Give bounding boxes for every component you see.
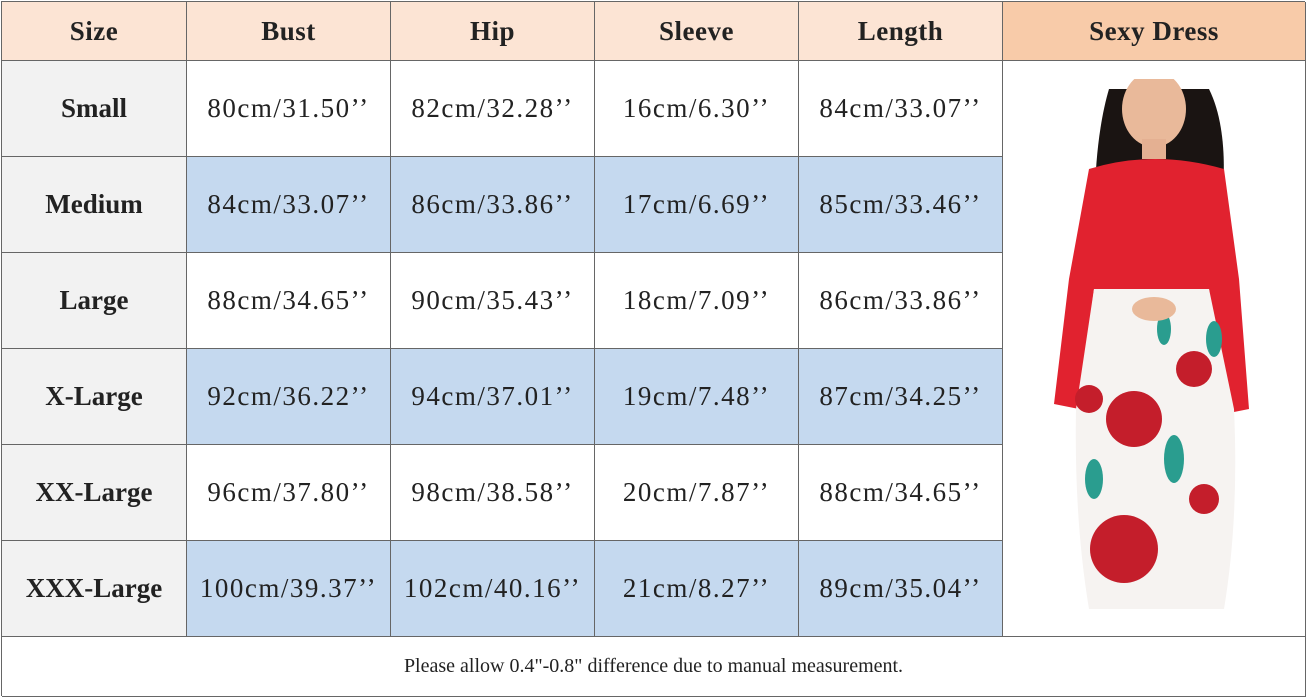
value-cell: 82cm/32.28’’ <box>391 61 595 157</box>
value-cell: 92cm/36.22’’ <box>187 349 391 445</box>
dress-image <box>1003 61 1306 637</box>
size-cell: X-Large <box>2 349 187 445</box>
value-cell: 88cm/34.65’’ <box>799 445 1003 541</box>
footer-note: Please allow 0.4"-0.8" difference due to… <box>2 637 1306 697</box>
value-cell: 21cm/8.27’’ <box>595 541 799 637</box>
value-cell: 80cm/31.50’’ <box>187 61 391 157</box>
header-cell: Sexy Dress <box>1003 2 1306 61</box>
value-cell: 17cm/6.69’’ <box>595 157 799 253</box>
value-cell: 86cm/33.86’’ <box>799 253 1003 349</box>
value-cell: 85cm/33.46’’ <box>799 157 1003 253</box>
dress-illustration <box>1054 78 1249 609</box>
size-cell: Small <box>2 61 187 157</box>
value-cell: 102cm/40.16’’ <box>391 541 595 637</box>
header-cell: Sleeve <box>595 2 799 61</box>
size-cell: XXX-Large <box>2 541 187 637</box>
value-cell: 90cm/35.43’’ <box>391 253 595 349</box>
size-cell: XX-Large <box>2 445 187 541</box>
value-cell: 18cm/7.09’’ <box>595 253 799 349</box>
value-cell: 84cm/33.07’’ <box>187 157 391 253</box>
value-cell: 16cm/6.30’’ <box>595 61 799 157</box>
size-cell: Medium <box>2 157 187 253</box>
value-cell: 89cm/35.04’’ <box>799 541 1003 637</box>
value-cell: 96cm/37.80’’ <box>187 445 391 541</box>
header-cell: Size <box>2 2 187 61</box>
value-cell: 86cm/33.86’’ <box>391 157 595 253</box>
header-cell: Length <box>799 2 1003 61</box>
size-cell: Large <box>2 253 187 349</box>
value-cell: 84cm/33.07’’ <box>799 61 1003 157</box>
header-cell: Bust <box>187 2 391 61</box>
value-cell: 19cm/7.48’’ <box>595 349 799 445</box>
value-cell: 87cm/34.25’’ <box>799 349 1003 445</box>
value-cell: 100cm/39.37’’ <box>187 541 391 637</box>
header-cell: Hip <box>391 2 595 61</box>
value-cell: 20cm/7.87’’ <box>595 445 799 541</box>
value-cell: 94cm/37.01’’ <box>391 349 595 445</box>
value-cell: 98cm/38.58’’ <box>391 445 595 541</box>
value-cell: 88cm/34.65’’ <box>187 253 391 349</box>
